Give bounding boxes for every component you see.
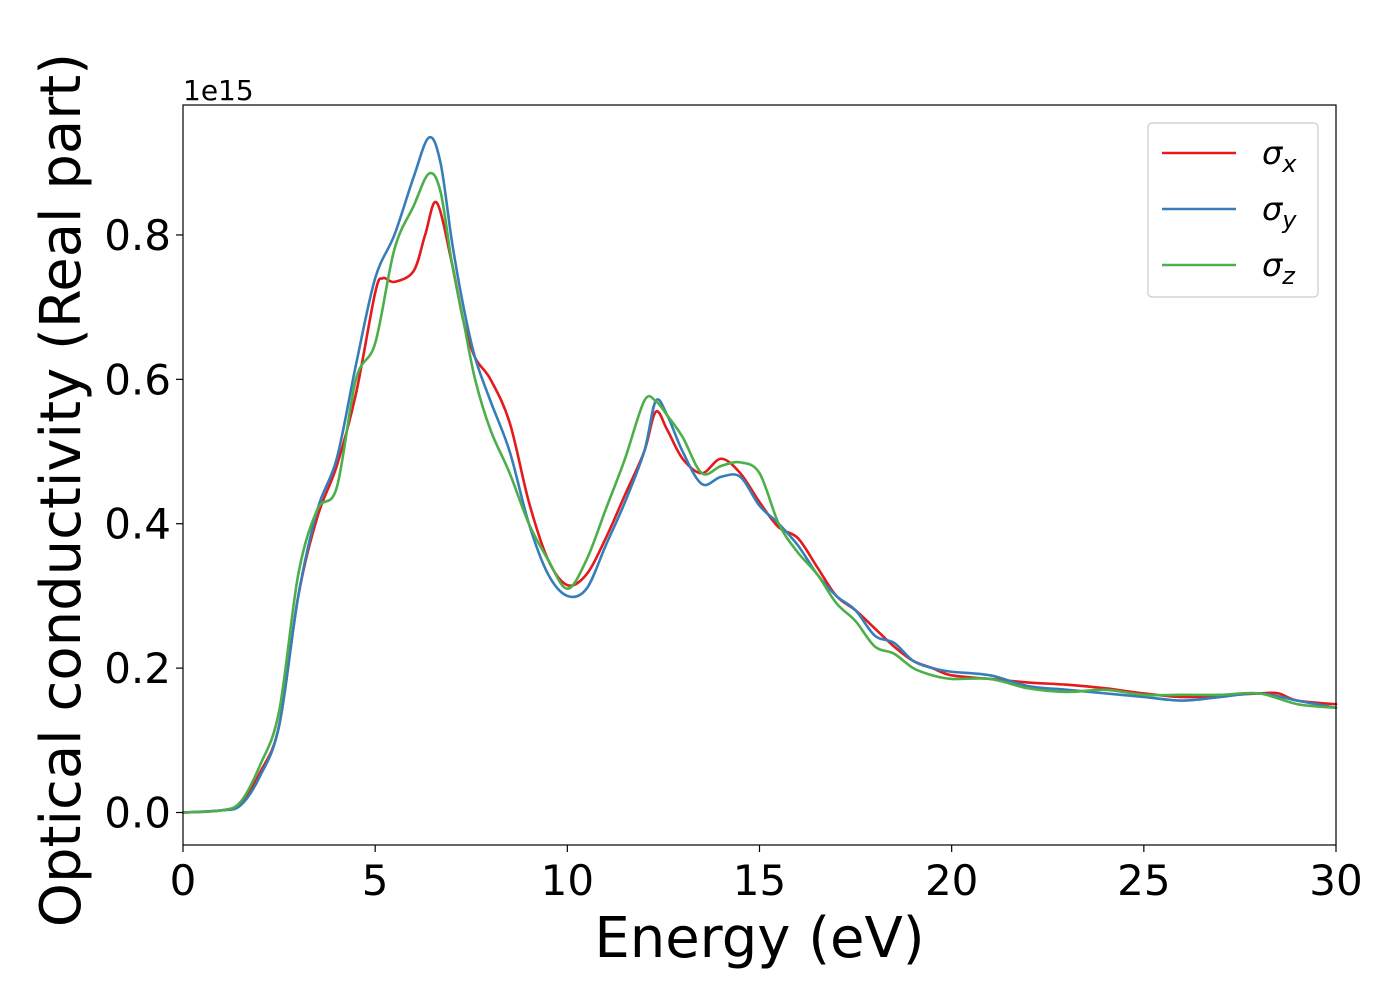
series-line-y [181, 135, 1338, 814]
y-tick-label: 0.2 [104, 644, 171, 693]
x-axis-label: Energy (eV) [594, 906, 924, 971]
x-tick-label: 10 [541, 856, 594, 905]
x-tick-label: 15 [733, 856, 786, 905]
x-tick-label: 25 [1117, 856, 1170, 905]
x-tick-label: 5 [362, 856, 389, 905]
x-axis-ticks: 0 5 10 15 20 25 30 [170, 845, 1363, 905]
y-axis-label: Optical conductivity (Real part) [29, 53, 94, 927]
y-tick-label: 0.8 [104, 211, 171, 260]
legend-symbol: σ [1262, 246, 1284, 284]
legend-label-z: σz [1262, 246, 1296, 290]
y-tick-label: 0.6 [104, 355, 171, 404]
x-tick-label: 20 [925, 856, 978, 905]
legend-label-y: σy [1262, 190, 1297, 234]
y-tick-label: 0.4 [104, 500, 171, 549]
y-axis-offset-label: 1e15 [183, 74, 254, 107]
legend-subscript: x [1281, 150, 1297, 178]
legend-label-x: σx [1262, 134, 1297, 178]
y-tick-label: 0.0 [104, 789, 171, 838]
x-tick-label: 0 [170, 856, 197, 905]
plot-lines [181, 135, 1338, 814]
legend-subscript: z [1281, 262, 1296, 290]
x-tick-label: 30 [1309, 856, 1362, 905]
legend-symbol: σ [1262, 190, 1284, 228]
y-axis-ticks: 0.0 0.2 0.4 0.6 0.8 [104, 211, 183, 838]
legend-subscript: y [1281, 206, 1297, 234]
legend-symbol: σ [1262, 134, 1284, 172]
series-line-z [181, 171, 1338, 814]
